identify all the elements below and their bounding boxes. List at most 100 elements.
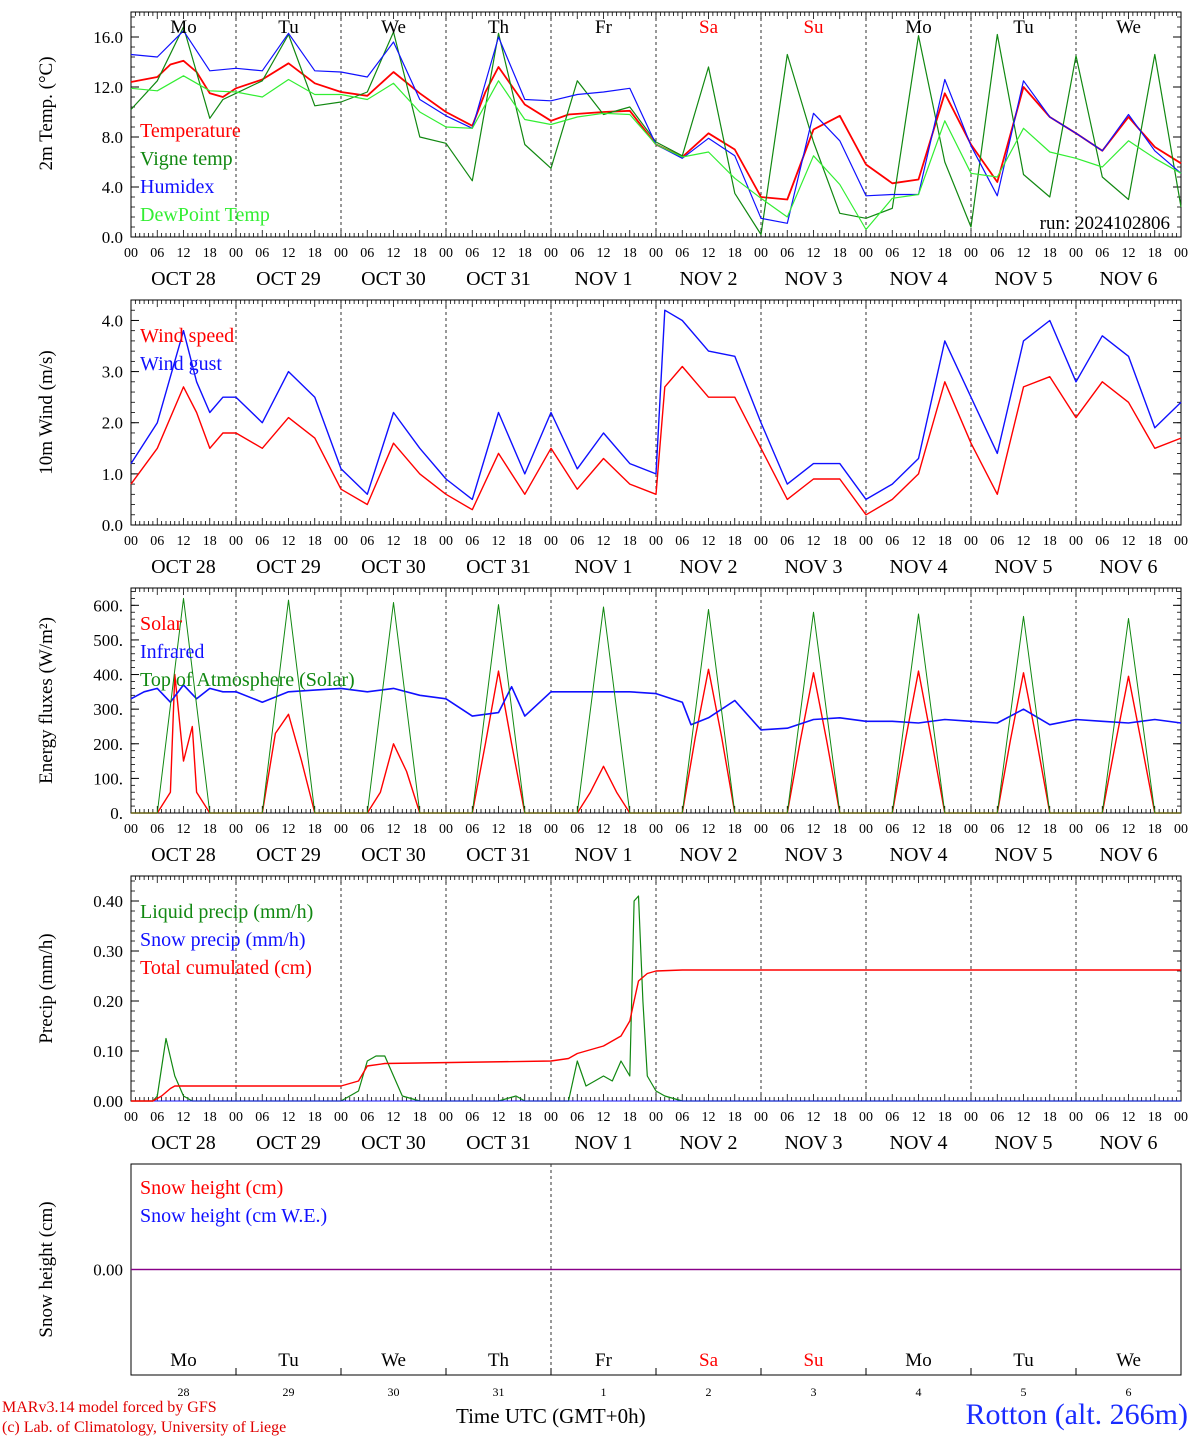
precip-ytick-label: 0.00	[93, 1092, 123, 1111]
hour-tick-label: 06	[570, 246, 584, 261]
hour-tick-label: 18	[308, 1110, 322, 1125]
hour-tick-label: 00	[124, 822, 138, 837]
hour-tick-label: 00	[649, 822, 663, 837]
hour-tick-label: 12	[702, 246, 716, 261]
hour-tick-label: 00	[964, 1110, 978, 1125]
precip-ytick-label: 0.10	[93, 1042, 123, 1061]
hour-tick-label: 00	[1069, 534, 1083, 549]
date-label: OCT 29	[256, 556, 321, 578]
hour-tick-label: 06	[570, 822, 584, 837]
date-label: OCT 30	[361, 1132, 426, 1154]
hour-tick-label: 18	[413, 822, 427, 837]
legend-humidex: Humidex	[140, 176, 214, 198]
hour-tick-label: 00	[439, 822, 453, 837]
hour-tick-label: 12	[912, 246, 926, 261]
hour-tick-label: 12	[282, 246, 296, 261]
weekday-label: Mo	[905, 17, 931, 38]
hour-tick-label: 06	[990, 534, 1004, 549]
hour-tick-label: 12	[1017, 1110, 1031, 1125]
hour-tick-label: 18	[623, 246, 637, 261]
hour-tick-label: 00	[649, 1110, 663, 1125]
legend-snow-height-cm-w-e-: Snow height (cm W.E.)	[140, 1205, 327, 1227]
hour-tick-label: 00	[544, 1110, 558, 1125]
hour-tick-label: 12	[1017, 534, 1031, 549]
date-label: NOV 6	[1100, 556, 1158, 578]
date-label: NOV 3	[785, 1132, 843, 1154]
hour-tick-label: 06	[150, 822, 164, 837]
hour-tick-label: 00	[334, 1110, 348, 1125]
hour-tick-label: 18	[1148, 1110, 1162, 1125]
hour-tick-label: 00	[1174, 246, 1188, 261]
bottom-day-number: 29	[283, 1385, 295, 1398]
hour-tick-label: 12	[807, 822, 821, 837]
hour-tick-label: 12	[597, 1110, 611, 1125]
date-label: NOV 4	[890, 268, 948, 290]
hour-tick-label: 06	[255, 822, 269, 837]
hour-tick-label: 06	[990, 246, 1004, 261]
hour-tick-label: 12	[492, 822, 506, 837]
date-label: NOV 6	[1100, 844, 1158, 866]
hour-tick-label: 18	[728, 534, 742, 549]
legend-liquid-precip-mm-h-: Liquid precip (mm/h)	[140, 901, 313, 923]
model-credit-line2: (c) Lab. of Climatology, University of L…	[2, 1419, 287, 1436]
hour-tick-label: 06	[675, 1110, 689, 1125]
bottom-day-number: 6	[1126, 1385, 1132, 1398]
hour-tick-label: 18	[413, 534, 427, 549]
date-label: NOV 6	[1100, 268, 1158, 290]
weekday-label: We	[381, 17, 406, 38]
hour-tick-label: 00	[544, 246, 558, 261]
wind-ylabel: 10m Wind (m/s)	[36, 350, 57, 475]
hour-tick-label: 12	[1122, 822, 1136, 837]
hour-tick-label: 12	[282, 822, 296, 837]
legend-solar: Solar	[140, 613, 183, 635]
date-label: OCT 29	[256, 268, 321, 290]
date-label: OCT 30	[361, 268, 426, 290]
hour-tick-label: 12	[387, 822, 401, 837]
legend-infrared: Infrared	[140, 641, 204, 663]
hour-tick-label: 18	[623, 534, 637, 549]
hour-tick-label: 18	[938, 1110, 952, 1125]
wind-ytick-label: 3.0	[102, 363, 123, 382]
weekday-label: Sa	[699, 1350, 719, 1371]
hour-tick-label: 18	[1148, 822, 1162, 837]
bottom-day-number: 1	[601, 1385, 607, 1398]
hour-tick-label: 18	[1148, 246, 1162, 261]
date-label: NOV 2	[680, 556, 738, 578]
date-label: NOV 1	[575, 844, 633, 866]
hour-tick-label: 00	[859, 534, 873, 549]
hour-tick-label: 06	[465, 1110, 479, 1125]
hour-tick-label: 18	[1043, 534, 1057, 549]
hour-tick-label: 00	[859, 246, 873, 261]
wind-ytick-label: 0.0	[102, 516, 123, 535]
hour-tick-label: 18	[728, 1110, 742, 1125]
hour-tick-label: 12	[387, 246, 401, 261]
date-label: NOV 6	[1100, 1132, 1158, 1154]
hour-tick-label: 06	[780, 534, 794, 549]
hour-tick-label: 00	[754, 822, 768, 837]
energy-ylabel: Energy fluxes (W/m²)	[36, 617, 57, 784]
hour-tick-label: 12	[1017, 822, 1031, 837]
wind-ytick-label: 4.0	[102, 311, 123, 330]
hour-tick-label: 18	[518, 822, 532, 837]
hour-tick-label: 12	[1017, 246, 1031, 261]
hour-tick-label: 12	[282, 1110, 296, 1125]
legend-temperature: Temperature	[140, 120, 241, 142]
hour-tick-label: 12	[597, 822, 611, 837]
legend-wind-speed: Wind speed	[140, 325, 234, 347]
energy-ytick-label: 100.	[93, 769, 123, 788]
hour-tick-label: 12	[492, 534, 506, 549]
legend-vigne-temp: Vigne temp	[140, 148, 233, 170]
hour-tick-label: 00	[334, 534, 348, 549]
hour-tick-label: 00	[964, 534, 978, 549]
model-credit: MARv3.14 model forced by GFS (c) Lab. of…	[2, 1398, 286, 1438]
date-label: NOV 4	[890, 844, 948, 866]
hour-tick-label: 00	[124, 1110, 138, 1125]
hour-tick-label: 18	[623, 822, 637, 837]
precip-ytick-label: 0.30	[93, 942, 123, 961]
legend-dewpoint-temp: DewPoint Temp	[140, 204, 270, 226]
hour-tick-label: 06	[465, 246, 479, 261]
hour-tick-label: 12	[702, 1110, 716, 1125]
hour-tick-label: 12	[702, 822, 716, 837]
hour-tick-label: 06	[1095, 534, 1109, 549]
hour-tick-label: 18	[203, 246, 217, 261]
